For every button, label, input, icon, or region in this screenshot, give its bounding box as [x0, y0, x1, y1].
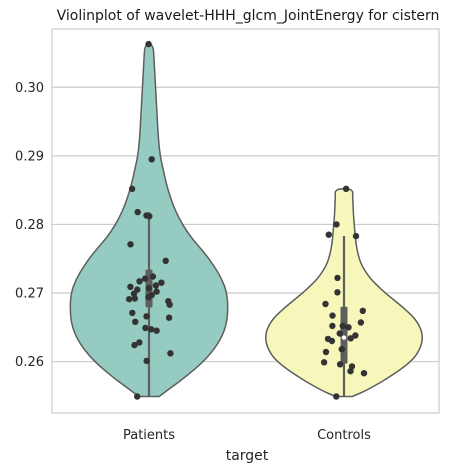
- x-axis-label: target: [226, 448, 269, 464]
- data-point: [128, 185, 136, 192]
- chart-title: Violinplot of wavelet-HHH_glcm_JointEner…: [57, 8, 440, 24]
- data-point: [357, 319, 365, 326]
- data-point: [342, 185, 350, 192]
- data-point: [333, 393, 340, 400]
- data-point: [348, 363, 356, 370]
- data-point: [339, 322, 346, 330]
- data-point: [152, 282, 160, 289]
- data-point: [167, 350, 174, 357]
- data-point: [145, 40, 152, 48]
- data-point: [143, 313, 150, 320]
- data-point: [352, 332, 359, 339]
- data-point: [145, 293, 152, 301]
- data-point: [347, 335, 354, 342]
- data-point: [166, 301, 173, 308]
- data-point: [131, 341, 138, 349]
- data-point: [142, 324, 149, 332]
- data-point: [158, 279, 165, 286]
- data-point: [134, 393, 141, 400]
- data-point: [162, 257, 169, 264]
- data-point: [141, 275, 149, 282]
- x-tick-label: Patients: [123, 428, 175, 443]
- data-point: [132, 318, 139, 325]
- y-tick-label: 0.30: [15, 81, 44, 96]
- data-point: [127, 283, 134, 290]
- data-point: [329, 322, 336, 330]
- violins: [69, 40, 423, 400]
- data-point: [145, 285, 153, 292]
- data-point: [336, 330, 343, 337]
- data-point: [329, 312, 336, 319]
- data-point: [320, 359, 328, 366]
- data-point: [148, 326, 155, 333]
- data-point: [165, 314, 173, 321]
- data-point: [153, 327, 160, 334]
- data-point: [359, 307, 366, 314]
- data-point: [322, 300, 329, 308]
- data-point: [130, 290, 138, 297]
- data-point: [153, 288, 160, 295]
- data-point: [334, 274, 341, 282]
- data-point: [345, 324, 352, 331]
- data-point: [352, 232, 360, 240]
- data-point: [134, 208, 141, 216]
- data-point: [126, 296, 133, 303]
- data-point: [333, 221, 340, 228]
- data-point: [338, 346, 345, 353]
- data-point: [322, 348, 330, 356]
- data-point: [143, 357, 150, 365]
- data-point: [347, 368, 354, 375]
- data-point: [136, 278, 143, 285]
- data-point: [146, 213, 153, 220]
- y-tick-label: 0.26: [15, 355, 44, 370]
- data-point: [127, 241, 134, 248]
- plot-frame: [51, 28, 440, 414]
- data-point: [334, 289, 341, 296]
- data-point: [360, 370, 368, 377]
- data-point: [336, 361, 344, 368]
- x-tick-label: Controls: [317, 428, 371, 443]
- data-point: [129, 309, 136, 317]
- data-point: [136, 339, 143, 346]
- y-tick-label: 0.28: [15, 218, 44, 233]
- axis-ticks: 0.26 0.27 0.28 0.29 0.30 Patients Controls: [15, 81, 371, 443]
- median-marker: [341, 335, 347, 340]
- data-point: [149, 273, 157, 280]
- data-point: [148, 156, 155, 163]
- data-point: [131, 295, 138, 302]
- y-tick-label: 0.29: [15, 149, 44, 164]
- y-tick-label: 0.27: [15, 287, 44, 302]
- data-point: [325, 231, 332, 238]
- data-point: [328, 337, 336, 345]
